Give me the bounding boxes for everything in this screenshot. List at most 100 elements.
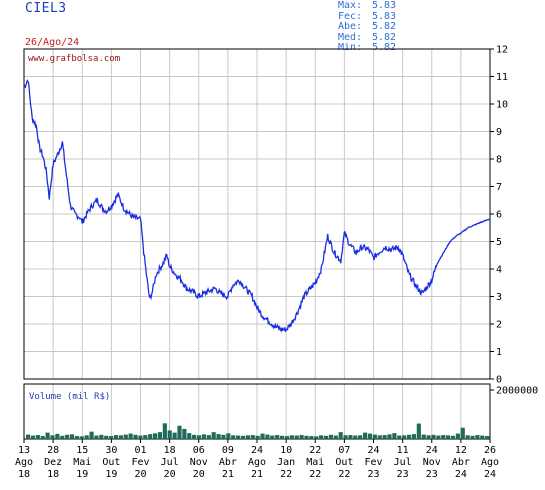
stat-row-max: Max: 5.83	[338, 0, 397, 12]
volume-bar	[397, 435, 402, 439]
volume-bar	[30, 435, 36, 439]
x-tick-month: Abr	[452, 457, 470, 468]
x-tick-day: 22	[309, 445, 321, 456]
volume-bar	[152, 433, 158, 439]
volume-bar	[358, 435, 363, 439]
stat-row-open: Abe: 5.82	[338, 21, 397, 33]
volume-bar	[172, 432, 177, 439]
volume-bar	[236, 435, 241, 439]
volume-bar	[426, 435, 431, 439]
volume-bar	[206, 435, 211, 439]
stat-label: Max:	[338, 0, 363, 11]
x-tick-month: Out	[335, 457, 353, 468]
stat-row-min: Min: 5.82	[338, 42, 396, 54]
volume-bar	[84, 435, 89, 439]
x-tick-month: Jul	[161, 457, 179, 468]
stat-row-close: Fec: 5.83	[338, 11, 396, 23]
volume-bar	[455, 433, 460, 439]
x-tick-day: 06	[193, 445, 205, 456]
volume-bar	[89, 431, 94, 439]
volume-bar	[35, 435, 40, 439]
volume-bar	[265, 434, 270, 439]
volume-bar	[133, 434, 138, 439]
volume-bar	[201, 434, 206, 439]
price-y-tick-label: 1	[496, 347, 502, 358]
volume-bar	[304, 435, 309, 439]
volume-bar	[353, 435, 358, 439]
volume-bar	[177, 425, 182, 439]
volume-bar	[226, 433, 231, 439]
x-tick-day: 12	[455, 445, 467, 456]
volume-bar	[162, 423, 167, 439]
stat-value: 5.83	[372, 0, 397, 11]
x-tick-year: 19	[105, 469, 117, 480]
price-y-tick-label: 4	[496, 265, 502, 276]
volume-bar	[216, 434, 221, 439]
stat-row-avg: Med: 5.82	[338, 31, 397, 44]
volume-bar	[40, 436, 45, 439]
x-tick-month: Ago	[15, 457, 33, 468]
price-gridlines	[23, 48, 491, 380]
stat-value: 5.82	[372, 21, 397, 32]
price-y-tick-label: 8	[496, 155, 502, 166]
x-tick-year: 20	[164, 469, 176, 480]
x-tick-month: Nov	[190, 457, 208, 468]
volume-bar	[319, 435, 324, 439]
source-watermark: www.grafbolsa.com	[28, 54, 120, 64]
volume-bar	[470, 435, 475, 439]
volume-bar	[26, 434, 31, 439]
volume-bar	[406, 434, 412, 439]
price-y-tick-label: 11	[496, 72, 508, 83]
quote-date: 26/Ago/24	[25, 37, 80, 48]
x-tick-day: 15	[76, 445, 88, 456]
x-tick-year: 22	[309, 469, 321, 480]
x-tick-year: 22	[338, 469, 350, 480]
volume-bar	[372, 434, 377, 439]
x-tick-day: 09	[222, 445, 234, 456]
price-y-tick-label: 12	[496, 45, 508, 56]
volume-bar	[333, 435, 338, 439]
volume-bar	[348, 435, 353, 439]
volume-bar	[113, 435, 119, 439]
price-y-tick-label: 10	[496, 100, 508, 111]
volume-bar	[250, 435, 255, 439]
x-tick-day: 13	[18, 445, 30, 456]
volume-bar	[270, 435, 275, 439]
volume-bar	[309, 436, 314, 439]
x-tick-month: Nov	[423, 457, 441, 468]
volume-bar	[148, 434, 153, 439]
volume-bar	[367, 433, 373, 439]
x-tick-month: Fev	[131, 457, 149, 468]
price-y-tick-label: 7	[496, 182, 502, 193]
volume-bar	[411, 434, 416, 439]
volume-bar	[157, 432, 163, 439]
volume-bar	[55, 433, 60, 439]
volume-bar	[387, 434, 392, 439]
x-tick-month: Out	[102, 457, 120, 468]
volume-bar	[446, 435, 451, 439]
price-y-tick-label: 0	[496, 375, 502, 386]
x-tick-month: Mai	[73, 457, 91, 468]
x-tick-day: 30	[105, 445, 117, 456]
volume-bar	[196, 435, 202, 439]
volume-bar	[94, 435, 99, 439]
volume-bar	[485, 436, 490, 439]
stat-value: 5.82	[372, 31, 397, 43]
x-tick-year: 22	[280, 469, 292, 480]
volume-bar	[436, 435, 441, 439]
x-tick-year: 21	[251, 469, 263, 480]
price-y-tick-label: 5	[496, 237, 502, 248]
x-axis-labels: 13Ago1828Dez1815Mai1930Out1901Fev2018Jul…	[15, 439, 499, 480]
volume-bar	[421, 434, 426, 439]
volume-bar	[104, 435, 109, 439]
volume-bar	[279, 435, 285, 439]
volume-bar	[231, 435, 236, 439]
x-tick-day: 24	[367, 445, 379, 456]
volume-bar	[343, 435, 348, 439]
x-tick-day: 01	[134, 445, 146, 456]
volume-title: Volume (mil R$)	[29, 392, 110, 402]
volume-bar	[284, 436, 290, 439]
price-series-line	[23, 79, 491, 333]
x-tick-day: 24	[426, 445, 438, 456]
